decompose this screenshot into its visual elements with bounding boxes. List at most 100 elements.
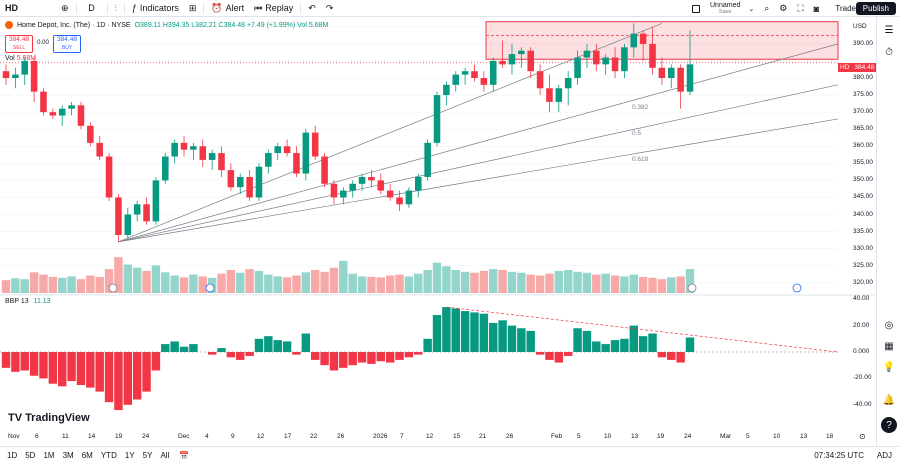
volume-bar	[217, 273, 226, 293]
replay-button[interactable]: ⏮ Replay	[249, 0, 298, 17]
volume-bar	[273, 276, 282, 293]
symbol-search[interactable]: HD	[0, 0, 56, 17]
ideas-icon[interactable]: 💡	[882, 361, 896, 373]
price-axis-label: 350.00	[853, 176, 873, 184]
range-button[interactable]: All	[160, 450, 170, 460]
bbp-label: BBP 13	[5, 298, 29, 305]
bbp-bar	[20, 352, 29, 371]
chart-type-button[interactable]: ⫶	[110, 0, 122, 17]
bbp-bar	[95, 352, 104, 392]
volume-bar	[95, 276, 104, 293]
date-range-icon[interactable]: 📅	[179, 450, 190, 460]
layout-name-button[interactable]: Unnamed Save	[710, 2, 740, 16]
alarm-clock-icon: ⏰	[211, 2, 223, 13]
event-marker	[108, 283, 118, 293]
bbp-bar	[676, 352, 685, 363]
notifications-icon[interactable]: 🔔	[882, 394, 896, 406]
range-button[interactable]: 1D	[7, 450, 18, 460]
candle-body	[12, 74, 19, 79]
buy-button[interactable]: 384.48 BUY	[53, 35, 81, 53]
go-to-realtime-icon[interactable]: ⊙	[859, 432, 866, 441]
candle-body	[152, 180, 160, 222]
trade-button[interactable]: Trade	[835, 2, 856, 15]
bbp-bar	[376, 352, 386, 362]
gear-icon[interactable]: ⚙	[779, 3, 788, 13]
price-axis-label: USD	[853, 23, 867, 30]
candle-body	[190, 146, 197, 150]
help-icon[interactable]: ?	[881, 417, 897, 433]
range-button[interactable]: 1M	[43, 450, 55, 460]
candle-body	[162, 156, 169, 181]
indicators-button[interactable]: ƒ Indicators	[127, 0, 184, 17]
candle-body	[293, 153, 300, 174]
volume-bar	[526, 274, 535, 293]
alerts-icon[interactable]: ⏱	[885, 46, 893, 58]
volume-legend: Vol 5.68M	[5, 55, 36, 62]
candle-body	[424, 142, 431, 177]
data-window-icon[interactable]: ◎	[884, 319, 894, 331]
candle-body	[143, 204, 150, 222]
range-button[interactable]: 1Y	[124, 450, 135, 460]
bbp-trendline[interactable]	[446, 306, 839, 353]
volume-bar	[20, 279, 29, 293]
camera-icon[interactable]: ◙	[813, 3, 820, 14]
range-button[interactable]: 3M	[62, 450, 74, 460]
adjust-button[interactable]: ADJ	[876, 450, 892, 460]
candle-body	[330, 183, 338, 198]
sell-button[interactable]: 384.48 SELL	[5, 35, 33, 53]
alert-button[interactable]: ⏰ Alert	[206, 0, 249, 17]
fib-label: 0.5	[632, 130, 642, 137]
gann-fan-lines[interactable]	[118, 23, 839, 243]
range-button[interactable]: 5D	[25, 450, 36, 460]
bbp-bar	[535, 352, 545, 355]
volume-bar	[357, 276, 367, 293]
price-axis-label: 365.00	[853, 125, 873, 133]
volume-bar	[470, 272, 479, 293]
event-marker	[792, 283, 802, 293]
volume-bar	[348, 273, 357, 293]
candle-body	[68, 105, 75, 109]
time-axis-label: 10	[773, 433, 781, 440]
compare-button[interactable]: ⊕	[56, 0, 74, 17]
publish-button[interactable]: Publish	[855, 2, 896, 15]
search-icon[interactable]: ⌕	[764, 3, 770, 13]
range-button[interactable]: 6M	[81, 450, 93, 460]
range-button[interactable]: YTD	[100, 450, 117, 460]
bbp-legend: BBP 13 11.13	[5, 298, 51, 305]
volume-bar	[264, 274, 273, 293]
volume-bar	[142, 270, 151, 293]
bbp-bar	[657, 352, 667, 358]
candle-body	[265, 153, 272, 167]
bbp-bar	[526, 330, 535, 352]
bbp-bar	[320, 352, 329, 366]
time-axis-label: 10	[604, 433, 612, 440]
range-button[interactable]: 5Y	[142, 450, 153, 460]
alert-label: Alert	[225, 3, 245, 13]
bbp-bar	[423, 338, 432, 352]
bbp-bar	[592, 341, 601, 352]
bbp-histogram	[1, 307, 695, 411]
chart-canvas[interactable]	[0, 17, 876, 446]
bbp-bar	[58, 352, 67, 387]
interval-button[interactable]: D	[79, 0, 105, 17]
tradingview-logo[interactable]: TV TradingView	[8, 412, 90, 424]
volume-bar	[320, 271, 329, 293]
fullscreen-icon[interactable]: ⛶	[797, 3, 804, 13]
candle-body	[30, 60, 38, 92]
volume-bar	[301, 272, 311, 293]
event-markers[interactable]	[108, 283, 802, 293]
redo-button[interactable]: ↷	[321, 0, 339, 17]
bbp-bar	[582, 330, 592, 352]
undo-button[interactable]: ↶	[303, 0, 321, 17]
volume-bar	[648, 277, 657, 293]
templates-button[interactable]: ⊞	[184, 0, 202, 17]
layout-checkbox[interactable]	[692, 4, 700, 13]
candle-body	[499, 60, 506, 65]
volume-bar	[67, 276, 76, 293]
watchlist-icon[interactable]: ☰	[884, 24, 894, 36]
news-icon[interactable]: ▦	[884, 340, 894, 352]
legend-title-row: Home Depot, Inc. (The) · 1D · NYSE O389.…	[5, 21, 328, 29]
time-axis-label: 12	[426, 433, 434, 440]
chevron-down-icon[interactable]: ⌄	[748, 5, 755, 13]
volume-bar	[132, 267, 142, 293]
